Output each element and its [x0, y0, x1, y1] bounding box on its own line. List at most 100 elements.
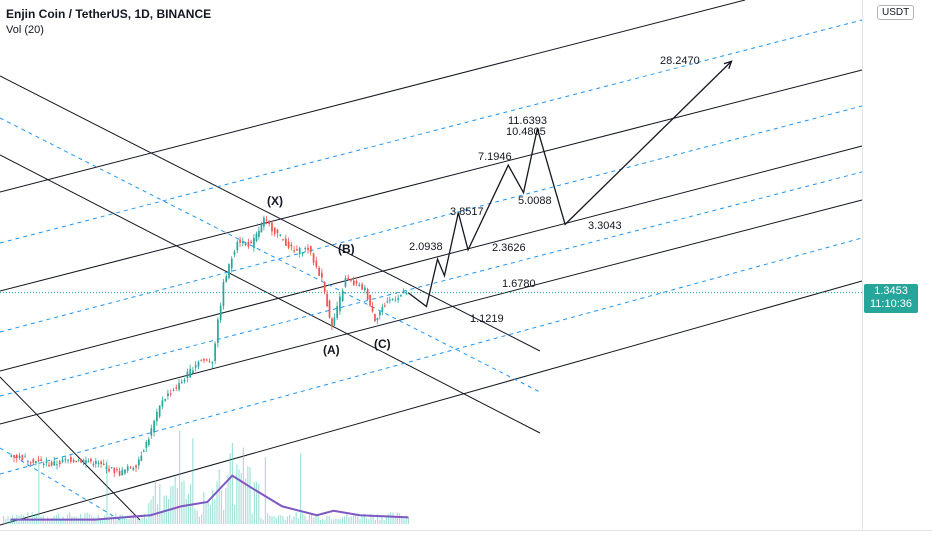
volume-bar: [124, 518, 126, 524]
candle-body: [121, 469, 124, 476]
volume-bar: [370, 513, 372, 524]
channel-line: [0, 154, 541, 434]
volume-bar: [135, 516, 137, 524]
projection-value-label: 10.4805: [506, 126, 546, 138]
channel-line: [0, 280, 863, 526]
candle-body: [296, 249, 298, 251]
wave-label: (B): [338, 242, 355, 256]
candle-body: [95, 461, 97, 464]
candle-body: [132, 467, 135, 470]
candle-body: [189, 368, 192, 378]
volume-bar: [264, 457, 266, 524]
volume-layer: [3, 430, 409, 524]
volume-bar: [278, 515, 280, 524]
volume-bar: [174, 476, 176, 524]
price-axis-panel[interactable]: [862, 0, 932, 530]
candle-body: [124, 469, 126, 474]
volume-bar: [159, 484, 161, 524]
dashed-channel-line: [0, 19, 863, 244]
candle-body: [32, 459, 35, 463]
candle-body: [282, 239, 284, 241]
volume-bar: [198, 516, 200, 524]
candle-body: [247, 242, 250, 247]
candle-body: [391, 298, 394, 301]
candle-body: [135, 465, 137, 468]
candle-body: [13, 454, 15, 458]
volume-bar: [212, 490, 214, 524]
projection-path: [408, 60, 732, 308]
candle-body: [15, 455, 18, 459]
candle-body: [42, 463, 45, 465]
candle-body: [236, 241, 239, 251]
volume-bar: [366, 518, 368, 524]
volume-bar: [291, 519, 293, 524]
chart-area[interactable]: 28.2470 11.6393 10.4805 7.1946 5.0088 3.8517 3…: [0, 0, 912, 550]
volume-bar: [203, 492, 205, 524]
candle-body: [129, 467, 132, 469]
volume-bar: [352, 513, 354, 524]
projection-value-label: 2.0938: [409, 241, 443, 253]
volume-bar: [141, 518, 143, 524]
dashed-channel-line: [0, 117, 541, 393]
currency-button[interactable]: USDT: [877, 5, 915, 20]
volume-bar: [9, 519, 11, 524]
candle-body: [67, 459, 69, 461]
volume-bar: [273, 516, 275, 524]
dashed-channel-line: [0, 237, 863, 475]
candle-body: [97, 463, 100, 465]
candle-body: [167, 393, 169, 397]
candle-body: [18, 455, 21, 459]
candle-body: [203, 358, 205, 361]
volume-bar: [335, 518, 337, 524]
volume-bar: [176, 487, 178, 524]
volume-bar: [216, 481, 218, 524]
volume-bar: [377, 514, 379, 524]
time-axis-panel[interactable]: [0, 530, 932, 551]
candle-body: [239, 239, 241, 243]
volume-bar: [25, 518, 27, 524]
candle-body: [371, 306, 374, 312]
candle-body: [290, 244, 293, 247]
volume-bar: [227, 475, 229, 524]
candle-body: [161, 400, 164, 407]
candle-body: [24, 456, 26, 458]
projection-value-label: 7.1946: [478, 151, 512, 163]
volume-bar: [242, 447, 244, 524]
volume-bar: [38, 458, 40, 524]
volume-bar: [163, 495, 165, 524]
candle-body: [113, 467, 116, 474]
volume-indicator-label: Vol (20): [6, 24, 44, 36]
candle-body: [312, 253, 315, 263]
candle-body: [186, 371, 189, 379]
projection-value-label: 1.1219: [470, 313, 504, 325]
volume-bar: [368, 519, 370, 524]
candle-body: [72, 460, 75, 462]
candle-body: [244, 242, 247, 245]
volume-bar: [324, 519, 326, 524]
candle-body: [108, 468, 110, 472]
volume-bar: [388, 513, 390, 524]
volume-bar: [344, 516, 346, 524]
volume-bar: [150, 499, 152, 524]
volume-ma-line: [10, 474, 409, 521]
candle-body: [265, 219, 268, 221]
volume-bar: [130, 515, 132, 524]
candle-body: [175, 387, 178, 389]
volume-bar: [339, 519, 341, 524]
candle-body: [347, 277, 350, 280]
volume-bar: [31, 512, 33, 524]
candle-body: [219, 305, 222, 320]
candle-body: [287, 241, 290, 248]
candle-body: [225, 276, 228, 282]
volume-bar: [117, 519, 119, 524]
candle-body: [253, 237, 255, 248]
candle-body: [276, 229, 279, 234]
volume-bar: [119, 514, 121, 524]
volume-bar: [313, 517, 315, 524]
volume-bar: [260, 518, 262, 524]
candle-body: [92, 464, 95, 466]
candle-body: [328, 300, 331, 318]
wave-label: (A): [323, 343, 340, 357]
candle-body: [384, 305, 386, 307]
